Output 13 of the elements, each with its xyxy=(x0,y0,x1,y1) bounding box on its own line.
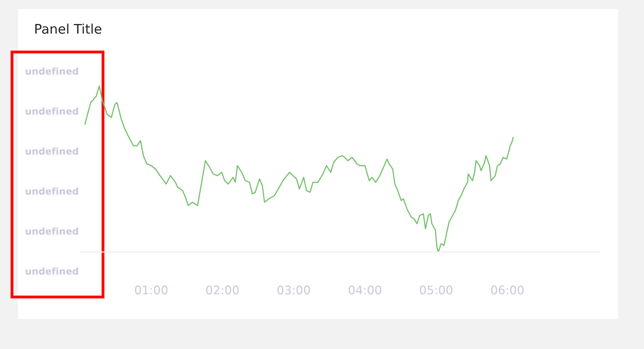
text: undefined xyxy=(26,227,78,235)
x-tick-label: 05:00 xyxy=(420,286,452,294)
text: undefined xyxy=(26,187,78,195)
text: undefined xyxy=(26,67,78,75)
x-tick-label: 03:00 xyxy=(277,286,310,294)
x-tick-label: 04:00 xyxy=(348,286,382,294)
text: undefined xyxy=(26,107,78,115)
text: undefined xyxy=(26,267,78,275)
x-tick-label: 06:00 xyxy=(491,286,524,294)
chart-title: Panel Title xyxy=(35,24,102,34)
text: undefined xyxy=(26,147,78,155)
x-tick-label: 02:00 xyxy=(206,286,239,294)
x-tick-label: 01:00 xyxy=(135,286,168,294)
